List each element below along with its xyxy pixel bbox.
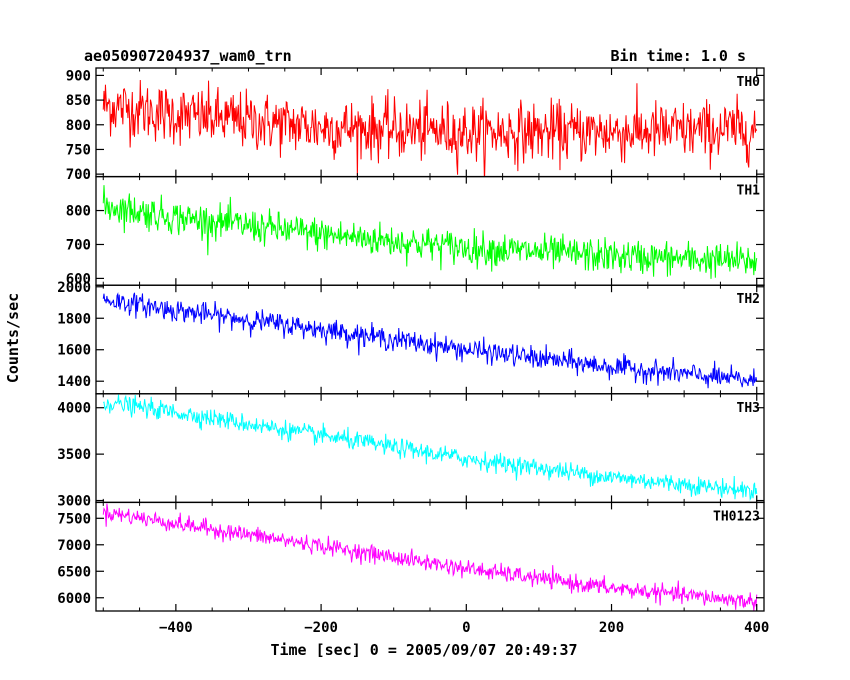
panel-frame (95, 501, 765, 612)
x-axis: −400 −200 0 200 400 (159, 620, 769, 636)
panel-frame (95, 175, 765, 286)
series-line-th2 (102, 292, 758, 389)
y-tick-label: 850 (66, 93, 91, 109)
chart-title: ae050907204937_wam0_trn (84, 47, 292, 65)
y-tick-label: 700 (66, 167, 91, 183)
panel-th3: 3000 3500 4000 TH3 (57, 393, 765, 510)
x-tick-label: 200 (599, 620, 624, 636)
y-tick-label: 900 (66, 68, 91, 84)
x-axis-label: Time [sec] 0 = 2005/09/07 20:49:37 (270, 641, 577, 659)
panel-name-label: TH0123 (713, 509, 760, 524)
y-tick-label: 3000 (57, 494, 91, 510)
panel-th0: 700 750 800 850 900 TH0 (66, 67, 765, 183)
y-axis-label: Counts/sec (4, 293, 22, 383)
y-tick-label: 1600 (57, 343, 91, 359)
series-line-th3 (103, 394, 758, 501)
x-tick-label: −400 (159, 620, 193, 636)
y-tick-label: 2000 (57, 280, 91, 296)
y-tick-label: 1400 (57, 374, 91, 390)
y-tick-label: 700 (66, 237, 91, 253)
y-tick-label: 7000 (57, 538, 91, 554)
panel-th0123: 6000 6500 7000 7500 TH0123 (57, 501, 765, 612)
panel-th1: 600 700 800 TH1 (66, 175, 765, 287)
y-tick-label: 4000 (57, 401, 91, 417)
x-tick-label: 400 (744, 620, 769, 636)
y-tick-label: 6000 (57, 591, 91, 607)
panel-th2: 1400 1600 1800 2000 TH2 (57, 280, 765, 395)
panel-name-label: TH2 (737, 292, 760, 307)
y-tick-label: 600 (66, 271, 91, 287)
y-tick-label: 1800 (57, 311, 91, 327)
x-tick-label: 0 (462, 620, 470, 636)
y-tick-label: 800 (66, 118, 91, 134)
bin-time-label: Bin time: 1.0 s (611, 47, 746, 65)
y-tick-label: 750 (66, 142, 91, 158)
panel-name-label: TH0 (737, 75, 761, 90)
y-tick-label: 7500 (57, 511, 91, 527)
y-tick-label: 3500 (57, 447, 91, 463)
series-line-th0 (102, 80, 758, 177)
panel-name-label: TH1 (737, 184, 761, 199)
x-tick-label: −200 (304, 620, 338, 636)
y-tick-label: 6500 (57, 564, 91, 580)
series-line-th1 (102, 185, 758, 279)
panels-group: 700 750 800 850 900 TH0 600 700 800 TH1 1400 1600 18… (57, 67, 765, 612)
panel-name-label: TH3 (737, 401, 760, 416)
series-line-th0123 (102, 503, 758, 611)
y-tick-label: 800 (66, 204, 91, 220)
